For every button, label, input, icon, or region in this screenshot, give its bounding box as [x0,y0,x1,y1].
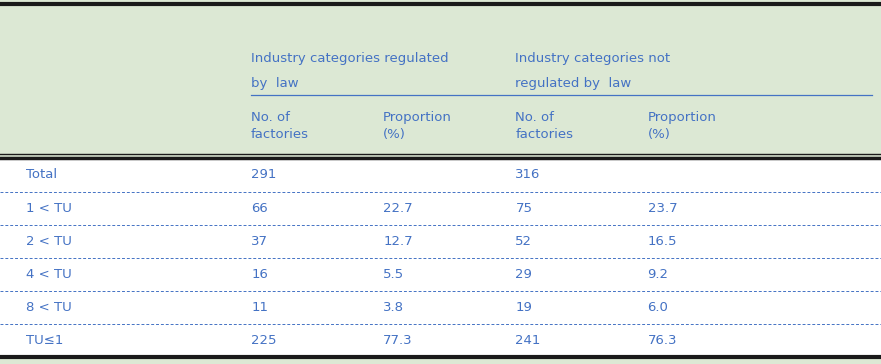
Text: TU≤1: TU≤1 [26,335,63,347]
Text: 241: 241 [515,335,541,347]
Text: 37: 37 [251,235,268,248]
Text: 4 < TU: 4 < TU [26,268,72,281]
Text: 23.7: 23.7 [648,202,677,215]
Text: No. of
factories: No. of factories [251,111,309,141]
Text: 77.3: 77.3 [383,335,413,347]
Text: 316: 316 [515,169,541,181]
Text: Total: Total [26,169,57,181]
Text: 5.5: 5.5 [383,268,404,281]
Text: 2 < TU: 2 < TU [26,235,72,248]
Bar [0,158,881,357]
Text: Proportion
(%): Proportion (%) [648,111,716,141]
Bar [0,4,881,158]
Text: 3.8: 3.8 [383,301,404,314]
Text: No. of
factories: No. of factories [515,111,574,141]
Text: 16: 16 [251,268,268,281]
Text: 1 < TU: 1 < TU [26,202,72,215]
Text: 16.5: 16.5 [648,235,677,248]
Text: Proportion
(%): Proportion (%) [383,111,452,141]
Text: 29: 29 [515,268,532,281]
Text: 66: 66 [251,202,268,215]
Text: 8 < TU: 8 < TU [26,301,72,314]
Text: 76.3: 76.3 [648,335,677,347]
Text: 12.7: 12.7 [383,235,413,248]
Text: 52: 52 [515,235,532,248]
Text: 9.2: 9.2 [648,268,669,281]
Text: 11: 11 [251,301,268,314]
Text: Industry categories not: Industry categories not [515,52,670,65]
Text: 291: 291 [251,169,277,181]
Text: 22.7: 22.7 [383,202,413,215]
Text: 75: 75 [515,202,532,215]
Text: 225: 225 [251,335,277,347]
Text: 19: 19 [515,301,532,314]
Text: 6.0: 6.0 [648,301,669,314]
Text: Industry categories regulated: Industry categories regulated [251,52,448,65]
Text: by  law: by law [251,77,299,90]
Text: regulated by  law: regulated by law [515,77,632,90]
